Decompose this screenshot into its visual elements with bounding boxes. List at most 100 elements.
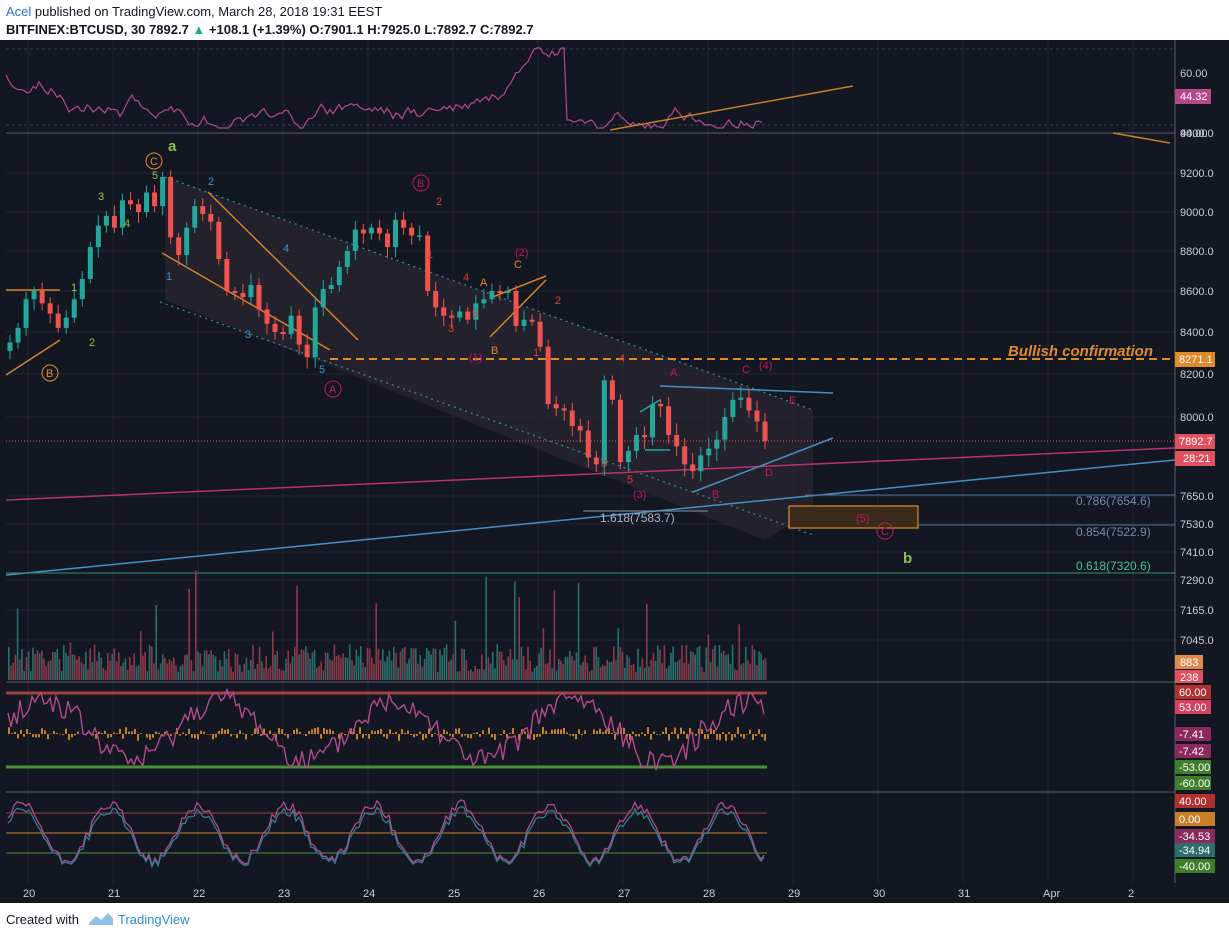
macd-hist-bar xyxy=(578,729,580,734)
volume-bar xyxy=(179,666,182,680)
up-arrow-icon: ▲ xyxy=(192,22,206,37)
candle-body xyxy=(111,215,117,228)
volume-bar xyxy=(335,656,338,680)
macd-hist-bar xyxy=(170,734,172,737)
volume-bar xyxy=(663,645,666,680)
macd-hist-bar xyxy=(239,730,241,734)
pink-trendline[interactable] xyxy=(5,447,1176,501)
macd-hist-bar xyxy=(401,729,403,734)
volume-bars xyxy=(8,570,767,680)
volume-bar xyxy=(390,660,393,680)
candle-body xyxy=(200,206,206,214)
volume-bar xyxy=(448,661,450,680)
volume-bar xyxy=(672,646,674,680)
candle-body xyxy=(192,206,198,228)
candle-body xyxy=(232,291,238,294)
macd-hist-bar xyxy=(719,734,721,741)
candle-body xyxy=(127,200,133,205)
volume-bar xyxy=(397,667,399,680)
macd-hist-bar xyxy=(26,729,28,734)
volume-bar xyxy=(267,668,270,680)
candle-body xyxy=(31,291,37,300)
volume-bar xyxy=(195,570,197,680)
candle-body xyxy=(698,455,704,472)
channel-upper[interactable] xyxy=(164,176,814,411)
volume-bar xyxy=(245,658,248,680)
rsi-trendline[interactable] xyxy=(609,85,854,131)
candle-body xyxy=(47,303,53,314)
volume-bar xyxy=(423,658,426,680)
volume-bar xyxy=(419,654,421,680)
candle-body xyxy=(409,227,415,236)
candle-body xyxy=(738,397,744,400)
macd-hist-bar xyxy=(308,730,310,734)
volume-bar xyxy=(137,665,140,680)
volume-bar xyxy=(113,648,116,680)
channel-lower[interactable] xyxy=(159,301,814,536)
candle-body xyxy=(465,311,471,320)
volume-bar xyxy=(274,654,276,680)
macd-hist-bar xyxy=(104,730,106,734)
volume-bar xyxy=(687,663,690,680)
macd-hist-bar xyxy=(755,734,757,737)
macd-hist-bar xyxy=(179,734,181,736)
orange-wedge-lower[interactable] xyxy=(161,252,331,351)
orange-trend-left[interactable] xyxy=(5,339,61,376)
volume-bar xyxy=(67,655,69,680)
volume-bar xyxy=(756,664,758,680)
orange-a: A xyxy=(480,277,488,289)
volume-bar xyxy=(342,653,344,680)
target-zone[interactable] xyxy=(788,505,919,529)
candle-body xyxy=(103,215,109,226)
volume-bar xyxy=(492,652,494,680)
macd-hist-bar xyxy=(410,734,412,736)
macd-hist-bar xyxy=(341,732,343,734)
volume-bar xyxy=(621,651,624,680)
bullish-confirmation-label: Bullish confirmation xyxy=(1008,343,1153,360)
volume-bar xyxy=(599,667,602,680)
candle-body xyxy=(714,439,720,449)
macd-hist-bar xyxy=(563,728,565,734)
volume-bar xyxy=(738,624,740,680)
macd-hist-bar xyxy=(641,732,643,734)
volume-bar xyxy=(690,651,692,680)
volume-bar xyxy=(718,644,721,680)
candle-body xyxy=(79,279,85,300)
volume-bar xyxy=(199,653,201,680)
candle-body xyxy=(658,404,664,407)
orange-wedge-upper[interactable] xyxy=(207,191,359,341)
macd-hist-bar xyxy=(413,734,415,738)
blue-trendline[interactable] xyxy=(5,459,1176,576)
chart-canvas[interactable]: Bullish confirmation a b C B B A C (5) (… xyxy=(0,40,1229,903)
last-price-value: 7892.7 xyxy=(1179,436,1213,448)
time-tick-label: Apr xyxy=(1043,888,1060,900)
macd-hist-bar xyxy=(317,727,319,734)
volume-bar xyxy=(615,660,617,680)
macd-hist-bar xyxy=(734,734,736,738)
volume-bar xyxy=(701,667,703,680)
wave-a-label: a xyxy=(168,138,177,155)
volume-bar xyxy=(417,663,419,680)
macd-hist-bar xyxy=(542,727,544,734)
volume-bar xyxy=(437,671,439,680)
small-green-line[interactable] xyxy=(639,399,661,413)
triangle-upper[interactable] xyxy=(659,385,834,394)
author-link[interactable]: Acel xyxy=(6,4,32,19)
volume-bar xyxy=(298,654,300,680)
volume-bar xyxy=(483,669,485,680)
tradingview-link[interactable]: TradingView xyxy=(118,912,190,927)
ohlc-close: 7892.7 xyxy=(493,22,534,37)
candle-body xyxy=(63,317,69,328)
orange-flag-upper[interactable] xyxy=(489,275,547,299)
volume-bar xyxy=(366,647,369,680)
triangle-lower[interactable] xyxy=(692,437,834,493)
macd-hist-bar xyxy=(260,734,262,736)
volume-bar xyxy=(410,647,413,680)
volume-bar xyxy=(280,670,283,680)
candle-body xyxy=(312,307,318,358)
circle-c-pink-label: C xyxy=(881,526,889,538)
macd-hist-bar xyxy=(557,729,559,734)
rsi-trendline-2[interactable] xyxy=(1112,132,1171,144)
macd-hist-bar xyxy=(536,734,538,737)
volume-bar xyxy=(43,658,45,680)
